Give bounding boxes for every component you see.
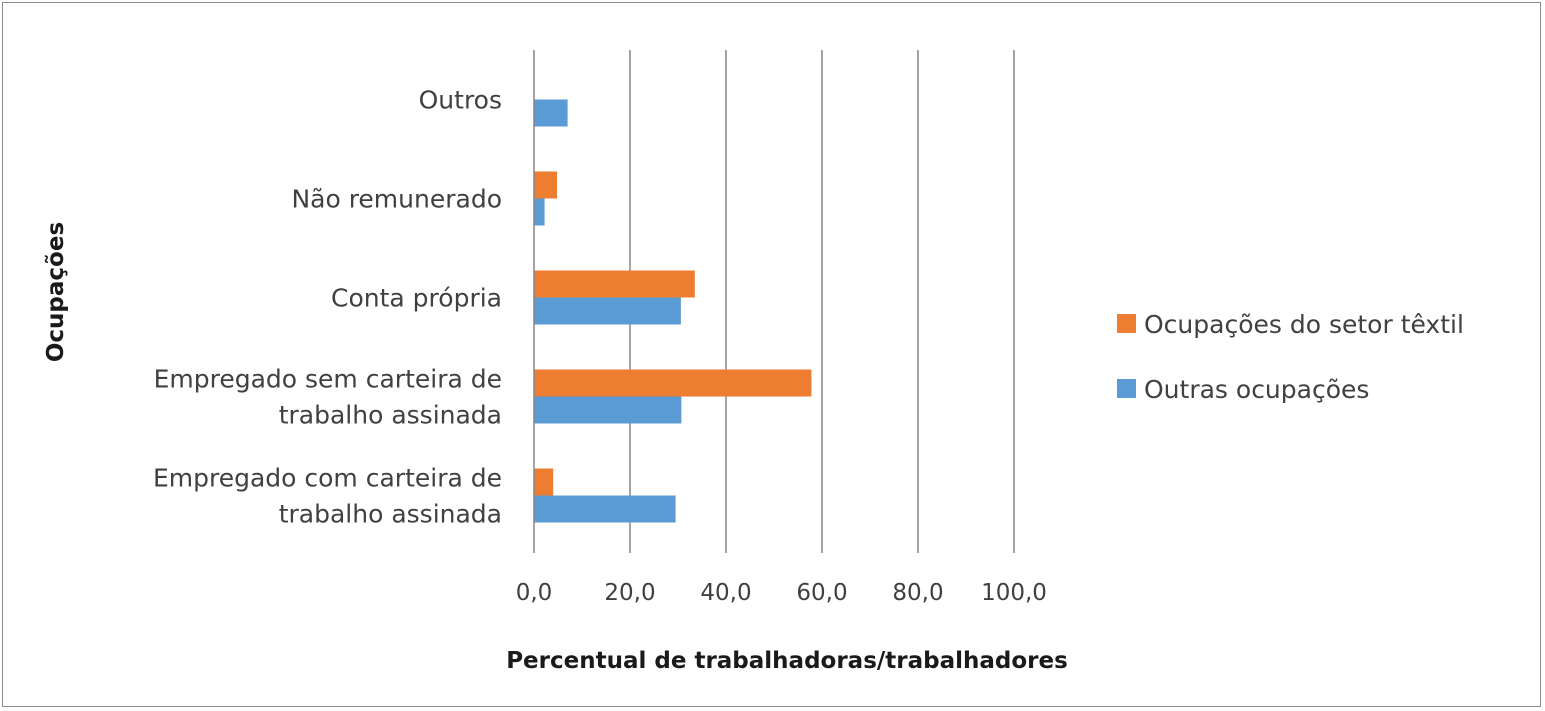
bar-outras-0 [534, 99, 568, 127]
x-tick-label: 20,0 [604, 580, 655, 606]
x-tick-label: 0,0 [516, 580, 553, 606]
bar-outras-1 [534, 198, 545, 226]
legend-label: Outras ocupações [1144, 375, 1369, 404]
x-tick-label: 80,0 [892, 580, 943, 606]
category-label: Empregado sem carteira de [154, 365, 502, 394]
category-label: Conta própria [331, 284, 502, 313]
x-tick-labels: 0,0 20,0 40,0 60,0 80,0 100,0 [516, 545, 1047, 606]
legend-label: Ocupações do setor têxtil [1144, 310, 1464, 339]
bar-outras-4 [534, 495, 676, 523]
legend: Ocupações do setor têxtil Outras ocupaçõe… [1117, 310, 1464, 404]
bars [534, 99, 812, 523]
x-tick-label: 60,0 [796, 580, 847, 606]
category-labels: Outros Não remunerado Conta própria Emprega… [153, 86, 502, 529]
x-tick-label: 100,0 [981, 580, 1047, 606]
bar-textil-3 [534, 369, 812, 397]
x-axis-title: Percentual de trabalhadoras/trabalhadore… [506, 648, 1068, 674]
x-tick-label: 40,0 [700, 580, 751, 606]
bar-outras-2 [534, 297, 681, 325]
bar-textil-4 [534, 468, 554, 496]
y-axis-title: Ocupações [43, 222, 69, 362]
bar-textil-2 [534, 270, 695, 298]
gridlines [629, 50, 1015, 545]
legend-swatch [1117, 314, 1136, 333]
legend-swatch [1117, 379, 1136, 398]
bar-textil-1 [534, 171, 558, 199]
bar-outras-3 [534, 396, 682, 424]
category-label: trabalho assinada [279, 401, 502, 430]
category-label: Empregado com carteira de [153, 464, 502, 493]
category-label: trabalho assinada [279, 500, 502, 529]
category-label: Não remunerado [291, 185, 502, 214]
category-label: Outros [419, 86, 502, 115]
